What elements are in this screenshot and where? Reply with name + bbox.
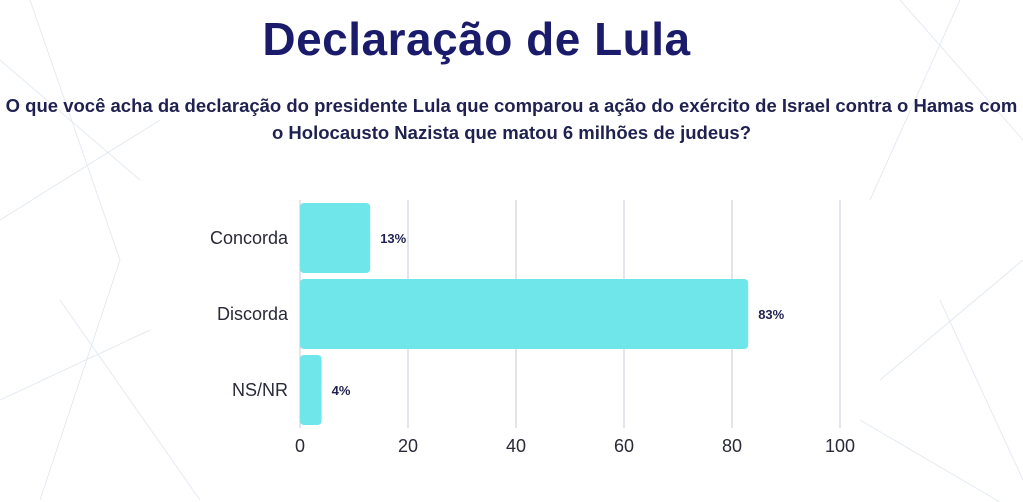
category-label: Concorda: [210, 228, 289, 248]
bar: [300, 355, 322, 425]
x-tick-label: 0: [295, 436, 305, 456]
data-label: 13%: [380, 231, 406, 246]
category-label: NS/NR: [232, 380, 288, 400]
bar: [300, 203, 371, 273]
x-tick-label: 80: [722, 436, 742, 456]
data-label: 83%: [758, 307, 784, 322]
x-tick-label: 100: [825, 436, 855, 456]
category-label: Discorda: [217, 304, 289, 324]
data-label: 4%: [332, 383, 351, 398]
x-tick-label: 60: [614, 436, 634, 456]
chart-title: Declaração de Lula: [262, 13, 691, 65]
chart-subtitle: O que você acha da declaração do preside…: [5, 95, 1018, 143]
bar: [300, 279, 749, 349]
x-tick-label: 20: [398, 436, 418, 456]
x-tick-label: 40: [506, 436, 526, 456]
